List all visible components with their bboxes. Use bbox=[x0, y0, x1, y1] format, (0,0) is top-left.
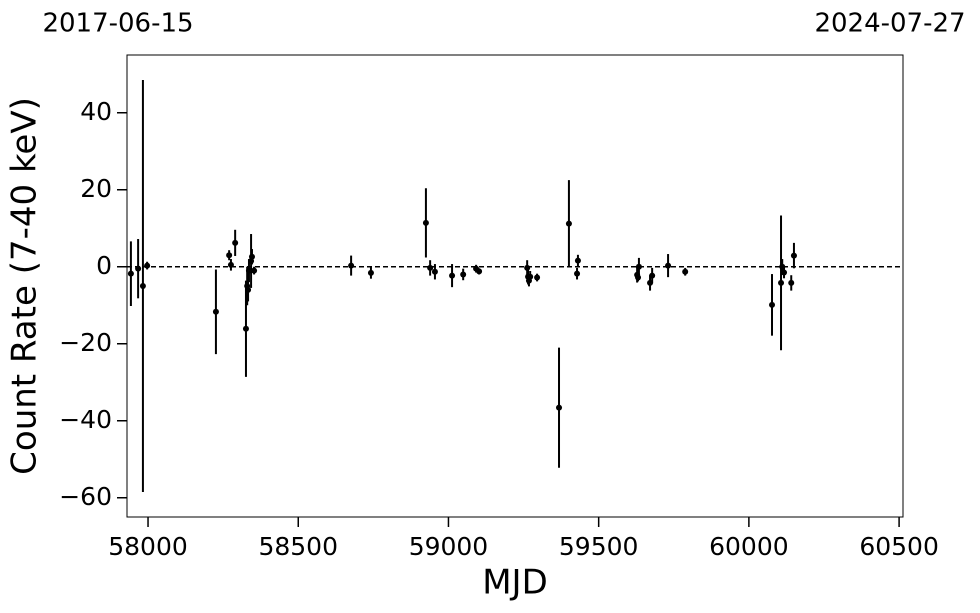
point bbox=[574, 270, 581, 277]
point bbox=[649, 272, 656, 279]
point bbox=[212, 308, 219, 315]
point bbox=[788, 279, 795, 286]
x-tick-label: 58500 bbox=[258, 532, 338, 561]
point bbox=[226, 252, 233, 259]
point bbox=[449, 272, 456, 279]
y-tick-label: 0 bbox=[96, 251, 112, 280]
date-annotation: 2024-07-27 bbox=[814, 9, 965, 39]
y-tick-label: −20 bbox=[59, 328, 112, 357]
y-tick-label: −40 bbox=[59, 405, 112, 434]
date-annotation: 2017-06-15 bbox=[42, 9, 193, 39]
point bbox=[348, 262, 355, 269]
point bbox=[248, 253, 255, 260]
point bbox=[245, 286, 252, 293]
point bbox=[527, 273, 534, 280]
y-axis-label: Count Rate (7-40 keV) bbox=[5, 97, 45, 475]
point bbox=[242, 325, 249, 332]
x-axis-label: MJD bbox=[482, 563, 548, 603]
point bbox=[422, 219, 429, 226]
plot-frame bbox=[126, 54, 904, 518]
point bbox=[431, 268, 438, 275]
point bbox=[251, 267, 258, 274]
point bbox=[635, 274, 642, 281]
point bbox=[232, 239, 239, 246]
point bbox=[460, 271, 467, 278]
point bbox=[778, 279, 785, 286]
point bbox=[227, 261, 234, 268]
x-tick-label: 59000 bbox=[409, 532, 489, 561]
x-tick-label: 60000 bbox=[709, 532, 789, 561]
point bbox=[139, 283, 146, 289]
point bbox=[534, 274, 541, 281]
point bbox=[367, 269, 374, 276]
y-tick-label: −60 bbox=[59, 482, 112, 511]
point bbox=[665, 262, 672, 269]
point bbox=[476, 268, 483, 275]
x-tick-label: 60500 bbox=[859, 532, 939, 561]
point bbox=[682, 268, 689, 275]
point bbox=[556, 404, 563, 411]
point bbox=[127, 270, 134, 277]
point bbox=[144, 262, 151, 269]
point bbox=[135, 265, 142, 272]
point bbox=[565, 220, 572, 227]
y-tick-label: 20 bbox=[80, 174, 112, 203]
x-tick-label: 59500 bbox=[559, 532, 639, 561]
point bbox=[574, 257, 581, 264]
point bbox=[769, 301, 776, 308]
x-tick-label: 58000 bbox=[108, 532, 188, 561]
point bbox=[781, 269, 788, 276]
y-tick-label: 40 bbox=[80, 97, 112, 126]
point bbox=[635, 263, 642, 270]
point bbox=[790, 252, 797, 259]
point bbox=[427, 264, 434, 271]
